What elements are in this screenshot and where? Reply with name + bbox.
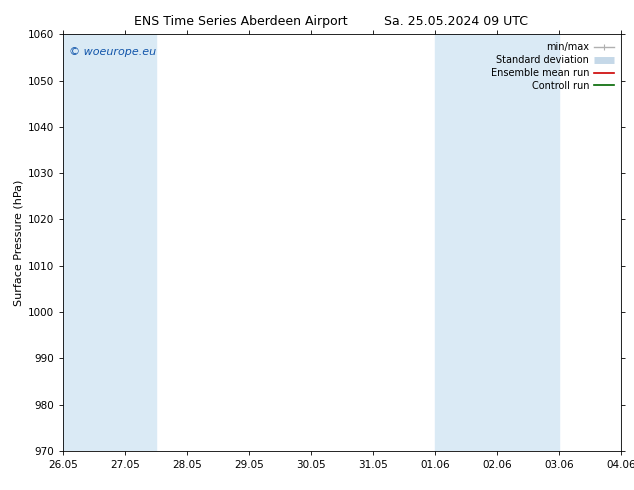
Bar (436, 34, 497, 451)
Bar (63, 34, 94, 451)
Bar (621, 34, 634, 451)
Bar (497, 34, 559, 451)
Text: © woeurope.eu: © woeurope.eu (69, 47, 156, 57)
Y-axis label: Surface Pressure (hPa): Surface Pressure (hPa) (14, 179, 24, 306)
Bar (94, 34, 157, 451)
Text: Sa. 25.05.2024 09 UTC: Sa. 25.05.2024 09 UTC (384, 15, 529, 28)
Text: ENS Time Series Aberdeen Airport: ENS Time Series Aberdeen Airport (134, 15, 347, 28)
Legend: min/max, Standard deviation, Ensemble mean run, Controll run: min/max, Standard deviation, Ensemble me… (488, 39, 616, 94)
